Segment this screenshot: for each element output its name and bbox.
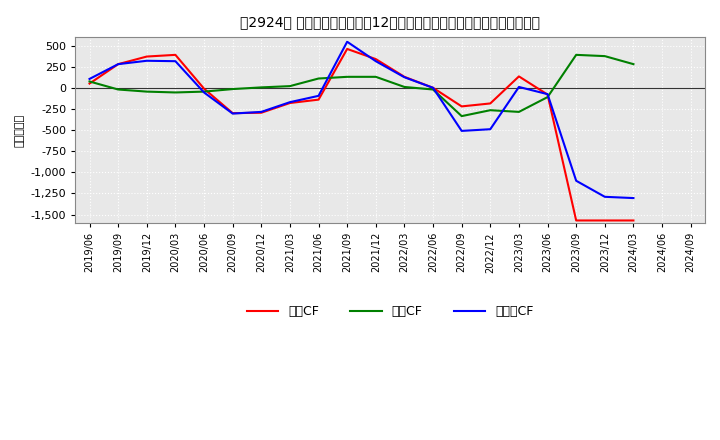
フリーCF — [372, 59, 380, 64]
投資CF — [286, 84, 294, 89]
Title: ［2924］ キャッシュフローの12か月移動合計の対前年同期増減額の推移: ［2924］ キャッシュフローの12か月移動合計の対前年同期増減額の推移 — [240, 15, 540, 29]
フリーCF — [600, 194, 609, 199]
フリーCF — [143, 58, 151, 63]
フリーCF — [343, 39, 351, 44]
投資CF — [171, 90, 180, 95]
営業CF — [572, 218, 580, 223]
フリーCF — [486, 127, 495, 132]
Legend: 営業CF, 投資CF, フリーCF: 営業CF, 投資CF, フリーCF — [242, 300, 539, 323]
投資CF — [143, 89, 151, 94]
投資CF — [543, 95, 552, 100]
営業CF — [515, 74, 523, 79]
投資CF — [257, 85, 266, 90]
フリーCF — [228, 111, 237, 116]
フリーCF — [629, 195, 638, 201]
フリーCF — [314, 93, 323, 99]
フリーCF — [199, 90, 208, 95]
フリーCF — [286, 99, 294, 105]
フリーCF — [400, 75, 409, 80]
投資CF — [457, 114, 466, 119]
投資CF — [428, 87, 437, 92]
営業CF — [486, 101, 495, 106]
フリーCF — [572, 178, 580, 183]
営業CF — [314, 97, 323, 102]
投資CF — [515, 109, 523, 114]
営業CF — [400, 74, 409, 80]
フリーCF — [257, 109, 266, 114]
営業CF — [457, 104, 466, 109]
営業CF — [629, 218, 638, 223]
投資CF — [114, 87, 122, 92]
投資CF — [486, 107, 495, 113]
営業CF — [543, 92, 552, 97]
営業CF — [343, 46, 351, 51]
営業CF — [228, 110, 237, 116]
フリーCF — [114, 62, 122, 67]
投資CF — [199, 89, 208, 94]
フリーCF — [457, 128, 466, 134]
投資CF — [572, 52, 580, 58]
投資CF — [629, 62, 638, 67]
フリーCF — [543, 92, 552, 97]
投資CF — [400, 84, 409, 90]
投資CF — [343, 74, 351, 80]
フリーCF — [85, 76, 94, 81]
投資CF — [372, 74, 380, 80]
営業CF — [114, 62, 122, 67]
Line: 投資CF: 投資CF — [89, 55, 634, 116]
投資CF — [85, 79, 94, 84]
営業CF — [372, 56, 380, 62]
営業CF — [171, 52, 180, 58]
営業CF — [257, 110, 266, 115]
営業CF — [85, 81, 94, 86]
投資CF — [314, 76, 323, 81]
Line: フリーCF: フリーCF — [89, 42, 634, 198]
Line: 営業CF: 営業CF — [89, 49, 634, 220]
フリーCF — [428, 85, 437, 91]
投資CF — [228, 86, 237, 92]
フリーCF — [515, 84, 523, 90]
営業CF — [600, 218, 609, 223]
営業CF — [428, 85, 437, 91]
投資CF — [600, 54, 609, 59]
営業CF — [143, 54, 151, 59]
営業CF — [199, 86, 208, 91]
フリーCF — [171, 59, 180, 64]
営業CF — [286, 100, 294, 106]
Y-axis label: （百万円）: （百万円） — [15, 114, 25, 147]
